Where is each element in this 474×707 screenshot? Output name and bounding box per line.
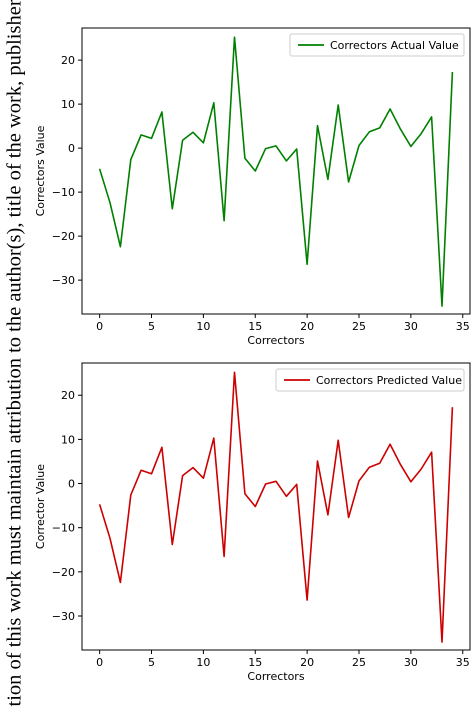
x-axis-label: Correctors	[247, 670, 304, 683]
y-tick-label: −20	[52, 230, 75, 243]
plot-frame	[81, 27, 471, 315]
y-tick-label: 20	[61, 54, 75, 67]
x-tick-label: 35	[456, 656, 470, 669]
x-axis-label: Correctors	[247, 334, 304, 347]
x-tick-label: 20	[300, 656, 314, 669]
x-tick-label: 15	[248, 656, 262, 669]
plot-frame	[81, 362, 471, 651]
y-tick-label: 0	[68, 478, 75, 491]
x-tick-label: 25	[352, 320, 366, 333]
y-tick-label: 20	[61, 389, 75, 402]
y-tick-label: −10	[52, 186, 75, 199]
x-tick-label: 15	[248, 320, 262, 333]
x-tick-label: 5	[148, 656, 155, 669]
predicted-value-chart: 0 5 10 15 20 25 30 35−30−20−1001020CorrectorsCo…	[34, 362, 471, 683]
x-tick-label: 0	[96, 320, 103, 333]
y-tick-label: −30	[52, 274, 75, 287]
series-line	[98, 36, 454, 307]
x-tick-label: 10	[196, 656, 210, 669]
x-tick-label: 10	[196, 320, 210, 333]
y-tick-label: −30	[52, 610, 75, 623]
x-tick-label: 25	[352, 656, 366, 669]
y-tick-label: 10	[61, 433, 75, 446]
legend-label: Correctors Actual Value	[330, 39, 459, 52]
x-tick-label: 20	[300, 320, 314, 333]
y-tick-label: −10	[52, 522, 75, 535]
x-tick-label: 35	[456, 320, 470, 333]
y-axis-label: Corrector Value	[34, 464, 47, 549]
x-tick-label: 5	[148, 320, 155, 333]
y-tick-label: 0	[68, 142, 75, 155]
actual-value-chart: 0 5 10 15 20 25 30 35−30−20−1001020CorrectorsCo…	[34, 27, 471, 347]
y-tick-label: −20	[52, 566, 75, 579]
legend-label: Correctors Predicted Value	[316, 374, 462, 387]
series-line	[98, 371, 454, 643]
x-tick-label: 30	[404, 656, 418, 669]
y-tick-label: 10	[61, 98, 75, 111]
x-tick-label: 30	[404, 320, 418, 333]
x-tick-label: 0	[96, 656, 103, 669]
legend-box	[289, 33, 465, 57]
legend-box	[275, 368, 465, 392]
y-axis-label: Correctors Value	[34, 125, 47, 216]
